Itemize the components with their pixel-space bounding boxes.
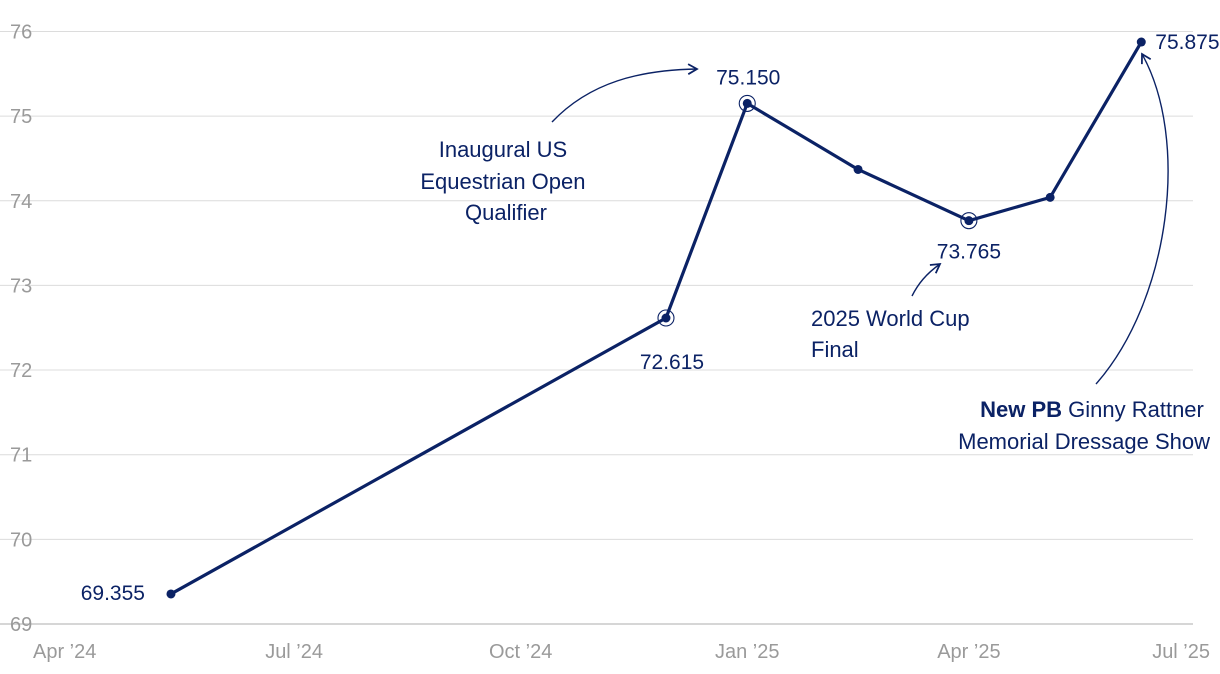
data-point [853, 164, 863, 174]
data-point [742, 98, 752, 108]
annotations: Inaugural US Equestrian Open Qualifier 2… [420, 52, 1210, 454]
x-tick-label: Jan ’25 [715, 641, 780, 663]
annotation-new-pb: New PB Ginny Rattner Memorial Dressage S… [958, 397, 1210, 454]
x-tick-label: Oct ’24 [489, 641, 552, 663]
data-point [1045, 192, 1055, 202]
x-tick-label: Apr ’25 [937, 641, 1000, 663]
x-tick-label: Apr ’24 [33, 641, 96, 663]
annotation-us-open: Inaugural US Equestrian Open Qualifier [420, 137, 591, 225]
y-tick-label: 74 [10, 191, 32, 213]
annotation-arrow-world-cup [911, 262, 942, 297]
data-labels: 69.355 72.615 75.150 73.765 75.875 [81, 31, 1220, 605]
data-label: 72.615 [640, 351, 704, 374]
data-points [166, 37, 1146, 599]
data-point [1136, 37, 1146, 47]
point-highlight-ring [657, 309, 675, 327]
data-point [964, 216, 974, 226]
annotation-arrow-new-pb [1095, 52, 1169, 385]
data-label: 75.875 [1155, 31, 1219, 54]
point-highlight-ring [738, 94, 756, 112]
x-tick-label: Jul ’25 [1152, 641, 1210, 663]
grid [0, 30, 1193, 625]
point-highlight-ring [960, 212, 978, 230]
annotation-arrow-us-open [551, 63, 699, 123]
x-tick-label: Jul ’24 [265, 641, 323, 663]
annotation-world-cup: 2025 World Cup Final [811, 306, 976, 362]
data-point [166, 589, 176, 599]
y-tick-label: 72 [10, 360, 32, 382]
series-line-group [170, 41, 1143, 596]
y-tick-label: 70 [10, 529, 32, 551]
x-axis: Apr ’24 Jul ’24 Oct ’24 Jan ’25 Apr ’25 Jul ’… [33, 641, 1210, 663]
y-tick-label: 71 [10, 445, 32, 467]
y-tick-label: 76 [10, 21, 32, 43]
data-label: 73.765 [937, 241, 1001, 264]
series-line [170, 41, 1143, 596]
y-tick-label: 69 [10, 614, 32, 636]
data-label: 75.150 [716, 66, 780, 89]
y-tick-label: 73 [10, 275, 32, 297]
y-tick-label: 75 [10, 106, 32, 128]
data-label: 69.355 [81, 582, 145, 605]
data-point [661, 313, 671, 323]
y-axis: 69 70 71 72 73 74 75 76 [10, 21, 32, 636]
